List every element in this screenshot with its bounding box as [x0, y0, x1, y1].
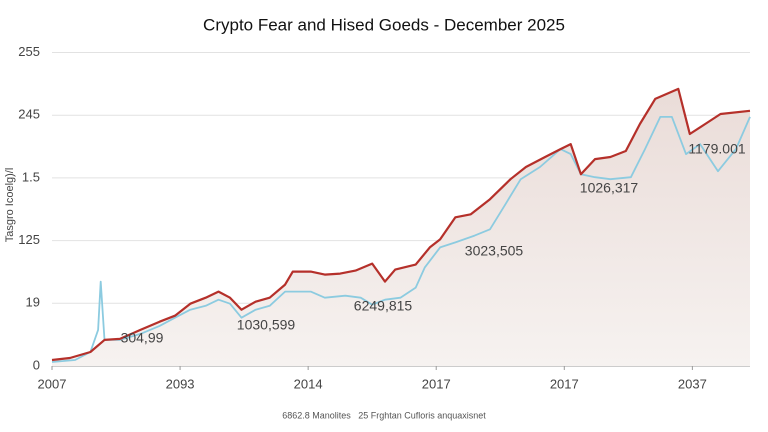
x-tick-label: 2017	[550, 376, 579, 391]
y-tick-label: 245	[18, 107, 40, 122]
area	[52, 88, 750, 367]
y-tick-label: 19	[26, 295, 40, 310]
y-axis-label: Tasgro Icoelg)/l	[4, 168, 16, 243]
x-tick-label: 2017	[422, 376, 451, 391]
x-tick-label: 2007	[38, 376, 67, 391]
annotation: 1179.001	[688, 141, 746, 157]
x-axis-label: 6862.8 Manolites 25 Frghtan Cufloris anq…	[282, 410, 486, 420]
chart-title: Crypto Fear and Hised Goeds - December 2…	[203, 15, 565, 34]
annotation: 1026,317	[580, 180, 639, 196]
y-tick-label: 255	[18, 44, 40, 59]
y-tick-label: 0	[33, 357, 40, 372]
y-tick-label: 125	[18, 232, 40, 247]
annotation: 1030,599	[237, 317, 296, 333]
x-tick-label: 2093	[166, 376, 195, 391]
annotation: 6249,815	[354, 298, 413, 314]
y-tick-label: 1.5	[22, 169, 40, 184]
x-tick-label: 2014	[294, 376, 323, 391]
line	[51, 87, 751, 362]
annotation: 3023,505	[465, 243, 524, 259]
x-tick-label: 2037	[678, 376, 707, 391]
annotation: 304,99	[121, 330, 164, 346]
line	[51, 116, 751, 363]
